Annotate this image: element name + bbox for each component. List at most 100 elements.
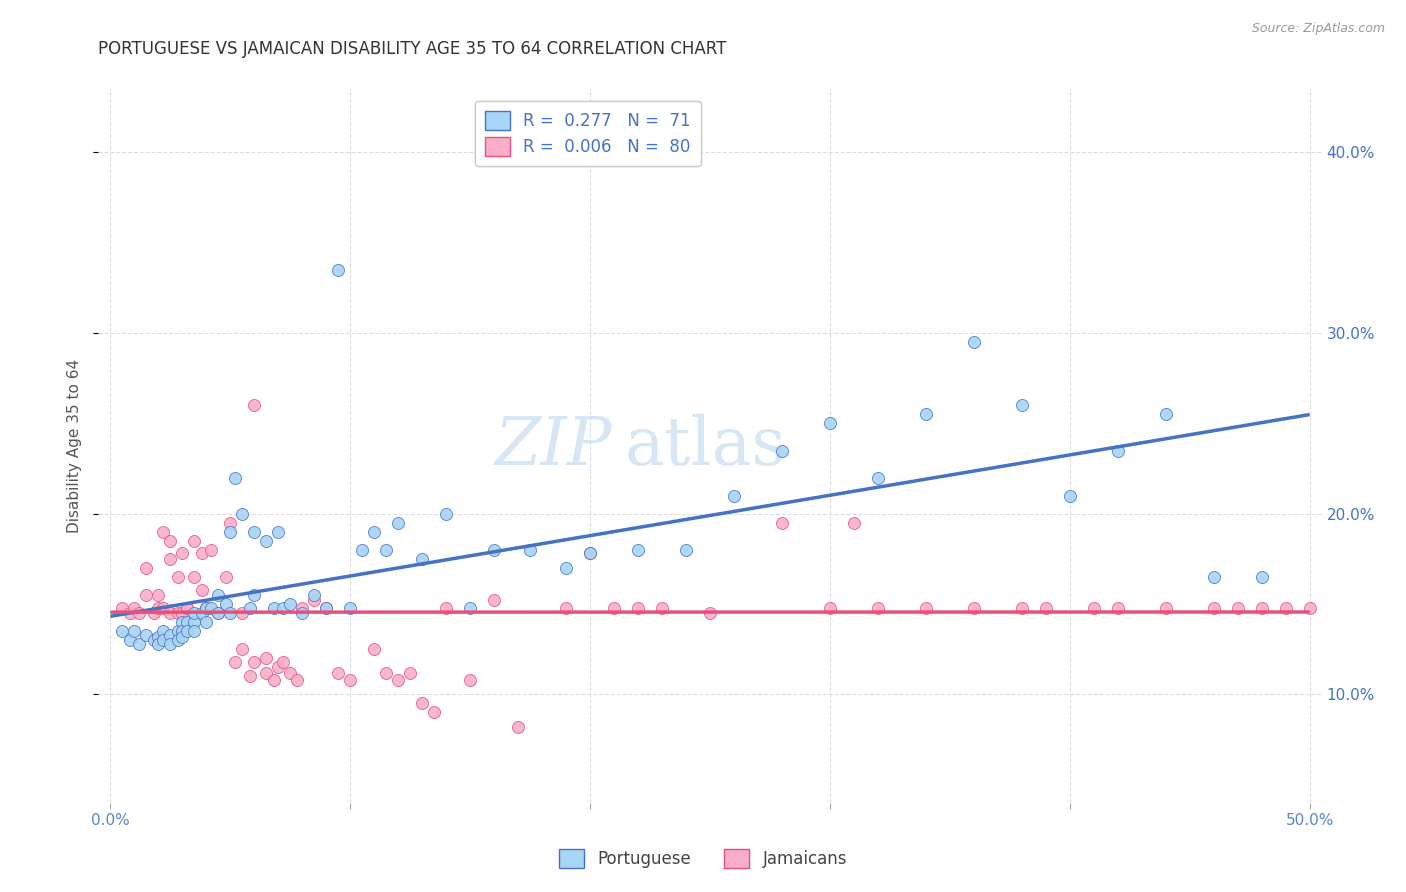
- Point: [304, 588, 326, 602]
- Point: [278, 665, 301, 680]
- Point: [387, 673, 409, 687]
- Point: [1011, 600, 1033, 615]
- Point: [482, 542, 505, 557]
- Point: [723, 489, 745, 503]
- Point: [190, 547, 212, 561]
- Point: [555, 600, 578, 615]
- Point: [254, 533, 277, 548]
- Point: [195, 600, 218, 615]
- Point: [200, 542, 222, 557]
- Point: [176, 615, 198, 629]
- Point: [328, 665, 350, 680]
- Point: [195, 615, 218, 629]
- Point: [159, 552, 181, 566]
- Point: [172, 615, 194, 629]
- Point: [1226, 600, 1249, 615]
- Point: [271, 600, 294, 615]
- Point: [183, 624, 205, 639]
- Point: [118, 606, 141, 620]
- Point: [190, 606, 212, 620]
- Point: [219, 516, 242, 530]
- Point: [291, 600, 314, 615]
- Point: [243, 398, 266, 412]
- Point: [375, 542, 398, 557]
- Point: [1202, 570, 1225, 584]
- Point: [152, 524, 174, 539]
- Y-axis label: Disability Age 35 to 64: Disability Age 35 to 64: [67, 359, 83, 533]
- Point: [172, 630, 194, 644]
- Point: [963, 335, 986, 350]
- Point: [304, 593, 326, 607]
- Point: [142, 606, 165, 620]
- Point: [195, 600, 218, 615]
- Point: [291, 606, 314, 620]
- Point: [176, 600, 198, 615]
- Point: [231, 642, 253, 657]
- Point: [267, 524, 290, 539]
- Point: [207, 606, 229, 620]
- Point: [603, 600, 626, 615]
- Legend: R =  0.277   N =  71, R =  0.006   N =  80: R = 0.277 N = 71, R = 0.006 N = 80: [475, 101, 700, 166]
- Point: [124, 624, 146, 639]
- Point: [135, 588, 157, 602]
- Point: [207, 606, 229, 620]
- Point: [128, 637, 150, 651]
- Point: [267, 660, 290, 674]
- Point: [183, 606, 205, 620]
- Point: [135, 561, 157, 575]
- Point: [148, 637, 170, 651]
- Text: PORTUGUESE VS JAMAICAN DISABILITY AGE 35 TO 64 CORRELATION CHART: PORTUGUESE VS JAMAICAN DISABILITY AGE 35…: [98, 40, 727, 58]
- Point: [183, 615, 205, 629]
- Point: [1107, 600, 1129, 615]
- Point: [411, 552, 433, 566]
- Point: [224, 470, 246, 484]
- Point: [1059, 489, 1081, 503]
- Point: [555, 561, 578, 575]
- Point: [315, 600, 337, 615]
- Point: [363, 524, 385, 539]
- Point: [1011, 398, 1033, 412]
- Point: [770, 443, 793, 458]
- Point: [770, 516, 793, 530]
- Point: [128, 606, 150, 620]
- Point: [124, 600, 146, 615]
- Point: [915, 600, 938, 615]
- Point: [1298, 600, 1320, 615]
- Point: [231, 507, 253, 521]
- Point: [142, 633, 165, 648]
- Point: [1250, 570, 1272, 584]
- Point: [243, 588, 266, 602]
- Point: [166, 624, 188, 639]
- Point: [111, 624, 134, 639]
- Point: [287, 673, 309, 687]
- Point: [818, 417, 841, 431]
- Point: [166, 570, 188, 584]
- Point: [152, 624, 174, 639]
- Point: [434, 600, 457, 615]
- Point: [159, 628, 181, 642]
- Point: [159, 606, 181, 620]
- Point: [118, 633, 141, 648]
- Point: [842, 516, 865, 530]
- Point: [915, 408, 938, 422]
- Point: [172, 606, 194, 620]
- Point: [411, 697, 433, 711]
- Point: [176, 600, 198, 615]
- Point: [482, 593, 505, 607]
- Point: [183, 570, 205, 584]
- Point: [214, 597, 236, 611]
- Point: [339, 600, 361, 615]
- Point: [183, 533, 205, 548]
- Point: [579, 547, 602, 561]
- Point: [963, 600, 986, 615]
- Legend: Portuguese, Jamaicans: Portuguese, Jamaicans: [553, 842, 853, 875]
- Point: [519, 542, 541, 557]
- Point: [166, 633, 188, 648]
- Point: [315, 600, 337, 615]
- Point: [243, 524, 266, 539]
- Point: [219, 606, 242, 620]
- Point: [271, 655, 294, 669]
- Point: [159, 533, 181, 548]
- Point: [135, 628, 157, 642]
- Point: [866, 470, 889, 484]
